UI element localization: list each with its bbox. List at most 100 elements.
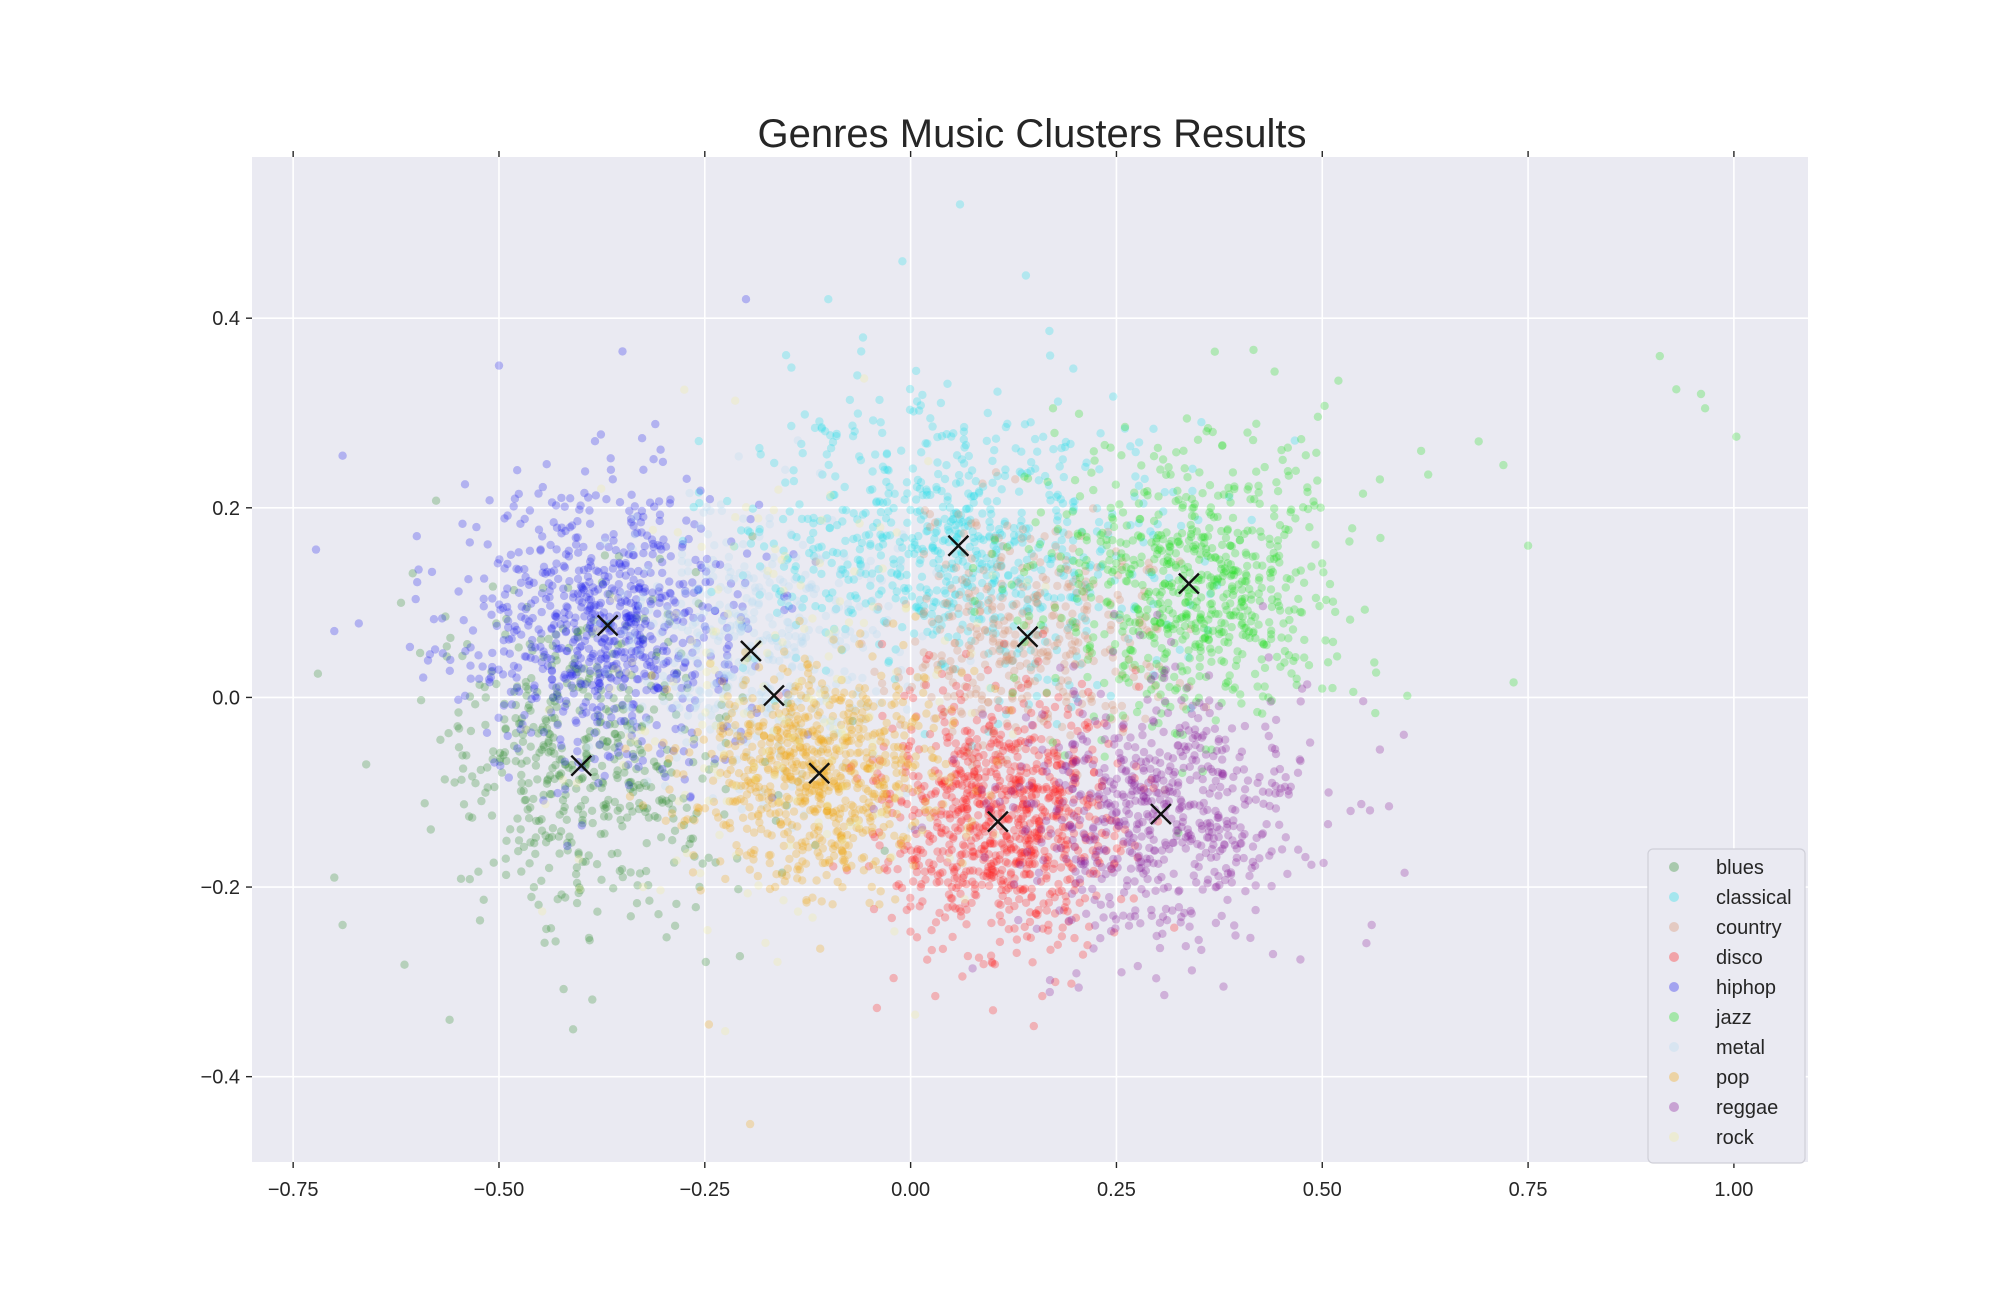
point-hiphop xyxy=(562,646,571,656)
point-jazz xyxy=(1238,650,1247,659)
point-blues xyxy=(704,853,713,862)
point-classical xyxy=(996,592,1005,601)
point-classical xyxy=(868,485,877,494)
point-hiphop xyxy=(530,595,540,605)
point-disco xyxy=(1067,721,1076,730)
point-classical xyxy=(949,599,958,608)
point-disco xyxy=(927,790,936,799)
point-metal xyxy=(737,626,746,636)
point-disco xyxy=(922,655,931,664)
point-blues xyxy=(624,686,634,695)
point-country xyxy=(1057,722,1067,732)
point-jazz xyxy=(1294,594,1303,604)
point-jazz xyxy=(1180,621,1190,631)
point-blues xyxy=(608,649,617,658)
point-classical xyxy=(998,581,1008,591)
point-classical xyxy=(815,417,824,426)
point-country xyxy=(948,727,957,736)
point-disco xyxy=(964,743,973,752)
point-classical xyxy=(858,333,868,342)
point-disco xyxy=(872,1003,882,1013)
point-country xyxy=(1010,666,1019,675)
point-hiphop xyxy=(658,764,667,774)
point-hiphop xyxy=(556,620,565,629)
point-classical xyxy=(1176,521,1186,531)
point-country xyxy=(967,519,976,528)
point-jazz xyxy=(1300,635,1309,645)
point-classical xyxy=(959,459,969,468)
point-jazz xyxy=(1124,678,1134,687)
point-country xyxy=(1081,566,1090,576)
point-disco xyxy=(974,764,983,774)
point-blues xyxy=(546,747,555,756)
point-classical xyxy=(1026,418,1035,427)
point-classical xyxy=(1067,620,1076,629)
point-hiphop xyxy=(500,514,509,523)
point-classical xyxy=(916,555,925,565)
point-classical xyxy=(809,519,818,528)
point-blues xyxy=(480,682,489,692)
point-disco xyxy=(1022,932,1032,941)
point-classical xyxy=(858,510,868,519)
point-pop xyxy=(753,871,763,881)
point-country xyxy=(957,667,966,676)
point-hiphop xyxy=(630,502,639,511)
point-classical xyxy=(1015,467,1024,476)
point-classical xyxy=(1074,597,1083,606)
point-classical xyxy=(971,546,981,555)
point-country xyxy=(1010,639,1019,648)
point-blues xyxy=(502,756,511,766)
point-classical xyxy=(828,547,838,557)
point-disco xyxy=(1077,679,1087,689)
point-jazz xyxy=(1358,489,1368,498)
point-hiphop xyxy=(705,495,715,504)
point-classical xyxy=(951,575,961,585)
point-hiphop xyxy=(525,506,535,515)
point-blues xyxy=(550,697,559,706)
point-disco xyxy=(892,881,901,891)
point-classical xyxy=(1149,424,1158,433)
point-classical xyxy=(931,528,940,538)
point-classical xyxy=(1126,521,1135,530)
point-metal xyxy=(600,537,609,547)
point-metal xyxy=(724,573,734,582)
point-hiphop xyxy=(495,555,504,564)
point-classical xyxy=(990,613,1000,622)
point-classical xyxy=(1130,492,1139,501)
point-jazz xyxy=(1328,597,1338,606)
point-blues xyxy=(481,720,490,730)
point-metal xyxy=(790,575,799,584)
point-blues xyxy=(580,795,590,805)
point-country xyxy=(969,755,978,764)
point-metal xyxy=(815,469,825,478)
point-disco xyxy=(1027,791,1036,800)
point-blues xyxy=(545,833,554,843)
point-blues xyxy=(519,842,529,852)
point-classical xyxy=(993,471,1002,481)
point-hiphop xyxy=(506,550,516,559)
point-classical xyxy=(723,496,732,506)
point-country xyxy=(929,652,938,661)
point-jazz xyxy=(1320,401,1329,411)
point-country xyxy=(1076,531,1086,541)
point-country xyxy=(1033,599,1042,608)
point-country xyxy=(1143,672,1153,681)
point-disco xyxy=(973,787,983,796)
point-disco xyxy=(1063,858,1072,867)
point-country xyxy=(1057,676,1066,685)
point-classical xyxy=(1049,594,1059,603)
point-disco xyxy=(1002,846,1011,855)
point-jazz xyxy=(1134,499,1144,508)
point-blues xyxy=(528,646,537,655)
point-disco xyxy=(963,771,973,781)
point-blues xyxy=(539,652,548,662)
point-country xyxy=(1039,625,1049,635)
point-pop xyxy=(941,759,950,769)
point-classical xyxy=(1027,458,1036,467)
point-blues xyxy=(487,667,496,676)
point-jazz xyxy=(1310,501,1319,510)
point-disco xyxy=(957,695,966,705)
point-blues xyxy=(663,759,673,768)
point-disco xyxy=(908,693,918,703)
point-country xyxy=(1004,612,1013,621)
